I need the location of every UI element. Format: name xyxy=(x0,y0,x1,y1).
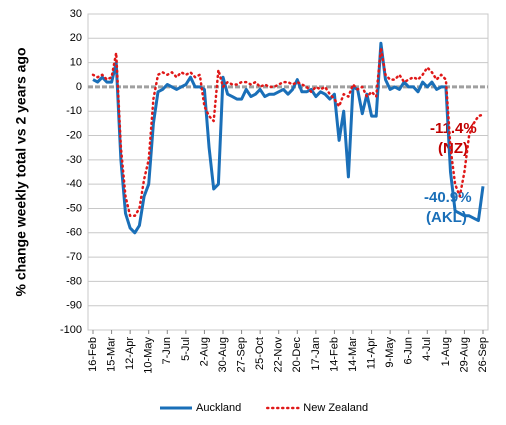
y-tick-label: -10 xyxy=(66,105,82,117)
annotation: (AKL) xyxy=(426,209,467,226)
annotation: -40.9% xyxy=(424,189,472,206)
x-tick-label: 22-Nov xyxy=(273,337,285,373)
y-tick-label: 10 xyxy=(70,57,82,69)
y-tick-label: -30 xyxy=(66,154,82,166)
y-tick-label: -100 xyxy=(60,324,82,336)
x-tick-label: 2-Aug xyxy=(198,337,210,366)
y-tick-label: -40 xyxy=(66,178,82,190)
x-tick-label: 14-Feb xyxy=(328,337,340,372)
x-tick-label: 5-Jul xyxy=(180,337,192,361)
x-tick-label: 12-Apr xyxy=(124,337,136,370)
plot-border xyxy=(87,13,489,331)
series-line xyxy=(92,41,485,235)
x-tick-label: 26-Sep xyxy=(477,337,489,372)
y-tick-label: -90 xyxy=(66,300,82,312)
y-tick-label: 0 xyxy=(76,81,82,93)
x-tick-label: 9-May xyxy=(384,337,396,368)
x-tick-label: 10-May xyxy=(143,337,155,374)
legend-label: Auckland xyxy=(196,402,241,414)
y-tick-label: -70 xyxy=(66,251,82,263)
x-tick-label: 16-Feb xyxy=(87,337,99,372)
x-tick-label: 30-Aug xyxy=(217,337,229,372)
y-tick-label: -20 xyxy=(66,129,82,141)
y-tick-label: 20 xyxy=(70,32,82,44)
x-tick-label: 14-Mar xyxy=(347,337,359,372)
y-tick-label: -80 xyxy=(66,275,82,287)
annotation: (NZ) xyxy=(438,140,468,157)
series-line xyxy=(91,46,485,218)
x-tick-label: 29-Aug xyxy=(458,337,470,372)
legend-label: New Zealand xyxy=(303,402,368,414)
y-tick-label: -60 xyxy=(66,227,82,239)
x-tick-label: 6-Jun xyxy=(403,337,415,365)
x-tick-label: 27-Sep xyxy=(235,337,247,372)
x-tick-label: 20-Dec xyxy=(291,337,303,373)
annotation: -11.4% xyxy=(430,120,477,137)
x-tick-label: 7-Jun xyxy=(161,337,173,365)
x-tick-label: 25-Oct xyxy=(254,337,266,370)
x-tick-label: 1-Aug xyxy=(440,337,452,366)
x-tick-label: 4-Jul xyxy=(421,337,433,361)
y-axis-title: % change weekly total vs 2 years ago xyxy=(13,47,29,296)
y-tick-label: -50 xyxy=(66,202,82,214)
x-tick-label: 11-Apr xyxy=(365,337,377,370)
x-tick-label: 15-Mar xyxy=(105,337,117,372)
y-tick-label: 30 xyxy=(70,8,82,20)
x-tick-label: 17-Jan xyxy=(310,337,322,371)
